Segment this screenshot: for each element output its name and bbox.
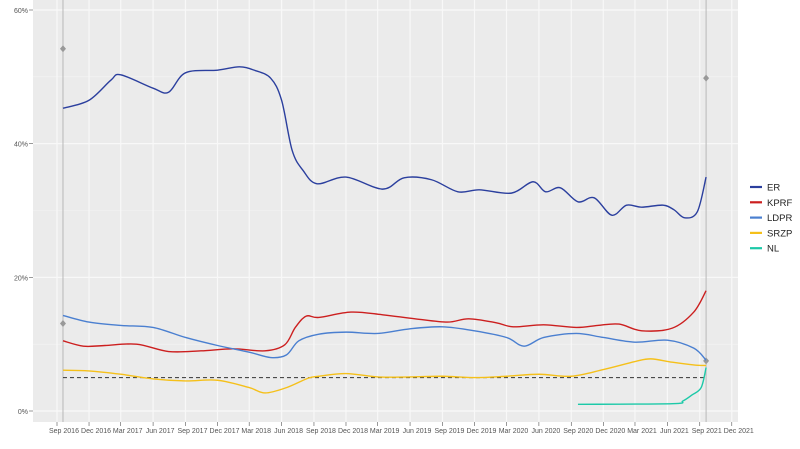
- y-tick-label: 20%: [14, 275, 28, 282]
- election-result-marker: [59, 319, 66, 327]
- x-tick-label: Mar 2020: [499, 428, 529, 435]
- x-tick-label: Jun 2018: [274, 428, 303, 435]
- trend-line-ldpr: [62, 314, 707, 361]
- x-tick-label: Sep 2020: [563, 428, 593, 435]
- x-tick-label: Mar 2021: [627, 428, 657, 435]
- y-axis: 0% 20% 40% 60%: [14, 8, 33, 416]
- x-tick-label: Sep 2017: [177, 428, 207, 435]
- x-tick-label: Jun 2019: [403, 428, 432, 435]
- trend-line-er: [62, 66, 707, 219]
- election-result-marker: [703, 74, 710, 82]
- legend-label: KPRF: [767, 198, 793, 209]
- trend-line-kprf: [62, 290, 707, 353]
- plot-panel: [33, 0, 738, 422]
- election-markers: [59, 0, 710, 422]
- election-result-marker: [59, 45, 66, 53]
- x-axis: Sep 2016 Dec 2016 Mar 2017 Jun 2017 Sep 2017…: [49, 422, 754, 435]
- x-tick-label: Jun 2020: [531, 428, 560, 435]
- x-tick-label: Sep 2021: [692, 428, 722, 435]
- x-tick-label: Mar 2017: [113, 428, 143, 435]
- y-tick-label: 60%: [14, 8, 28, 15]
- trend-lines: [62, 66, 707, 406]
- x-tick-label: Dec 2017: [210, 428, 240, 435]
- trend-line-nl: [577, 367, 707, 406]
- legend-label: ER: [767, 183, 780, 194]
- legend: ER KPRF LDPR SRZP NL: [744, 176, 800, 258]
- x-tick-label: Dec 2018: [338, 428, 368, 435]
- legend-label: NL: [767, 244, 779, 255]
- x-tick-label: Jun 2021: [660, 428, 689, 435]
- x-tick-label: Sep 2019: [434, 428, 464, 435]
- x-tick-label: Mar 2018: [241, 428, 271, 435]
- y-tick-label: 0%: [18, 409, 28, 416]
- legend-label: LDPR: [767, 213, 792, 224]
- x-tick-label: Sep 2016: [49, 428, 79, 435]
- trend-line-srzp: [62, 358, 707, 394]
- legend-label: SRZP: [767, 228, 792, 239]
- x-tick-label: Dec 2019: [466, 428, 496, 435]
- x-tick-label: Dec 2020: [595, 428, 625, 435]
- y-tick-label: 40%: [14, 142, 28, 149]
- x-tick-label: Dec 2016: [81, 428, 111, 435]
- x-tick-label: Jun 2017: [146, 428, 175, 435]
- x-tick-label: Mar 2019: [370, 428, 400, 435]
- x-tick-label: Dec 2021: [724, 428, 754, 435]
- x-tick-label: Sep 2018: [306, 428, 336, 435]
